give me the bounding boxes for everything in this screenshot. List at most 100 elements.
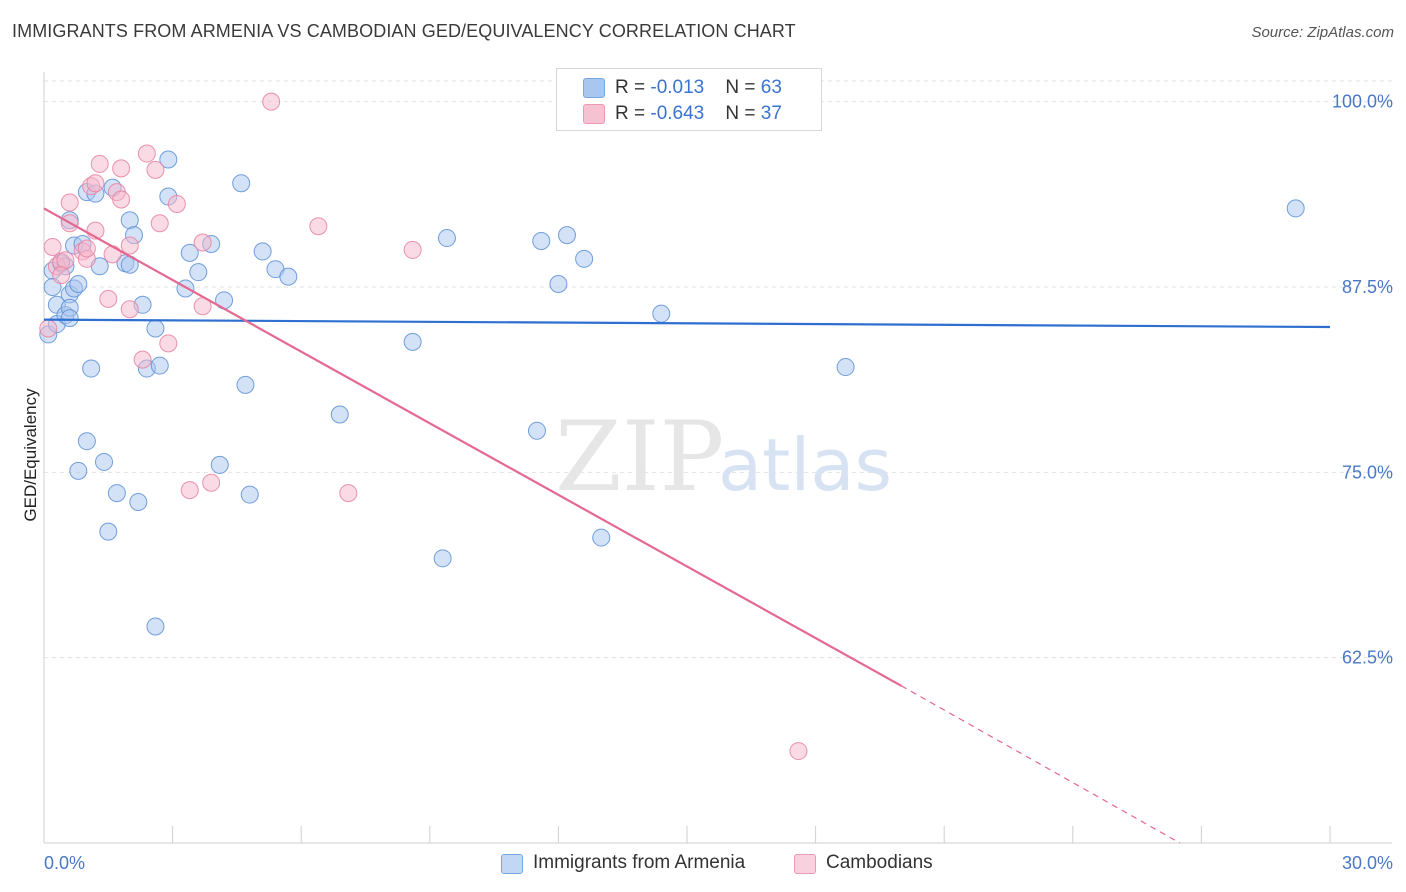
y-tick-label: 75.0%	[1342, 462, 1393, 482]
cambodians-point	[120, 300, 139, 319]
x-tick-labels: 0.0% 30.0%	[44, 853, 1393, 873]
watermark-atlas: atlas	[718, 423, 892, 507]
armenia-point	[77, 432, 96, 451]
cambodians-trend-extension	[901, 685, 1181, 844]
armenia-point	[527, 421, 546, 440]
cambodians-point	[99, 289, 118, 308]
cambodians-point	[133, 350, 152, 369]
armenia-point	[557, 226, 576, 245]
armenia-point	[330, 405, 349, 424]
correlation-legend: R = -0.013 N = 63 R = -0.643 N = 37	[556, 68, 822, 131]
armenia-point	[433, 549, 452, 568]
cambodians-point	[103, 245, 122, 264]
axes	[43, 72, 1392, 844]
x-tick-label: 30.0%	[1342, 853, 1393, 873]
bottom-legend-label-armenia: Immigrants from Armenia	[533, 852, 746, 873]
armenia-point	[403, 332, 422, 351]
cambodians-point	[159, 334, 178, 353]
legend-n-label: N =	[725, 103, 761, 124]
cambodians-point	[167, 194, 186, 213]
legend-r-value: -0.013	[650, 77, 705, 98]
armenia-point	[146, 617, 165, 636]
armenia-point	[150, 356, 169, 375]
gridlines	[44, 80, 1392, 659]
y-tick-label: 100.0%	[1332, 92, 1393, 112]
armenia-point	[240, 485, 259, 504]
armenia-point	[836, 358, 855, 377]
cambodians-point	[180, 481, 199, 500]
legend-n-value: 63	[760, 77, 782, 98]
data-points	[39, 92, 1305, 761]
legend-swatch-cambodians	[583, 104, 605, 124]
armenia-point	[575, 249, 594, 268]
cambodians-point	[137, 144, 156, 163]
armenia-trend-line	[43, 318, 1331, 329]
armenia-point	[107, 484, 126, 503]
cambodians-point	[43, 237, 62, 256]
armenia-point	[82, 359, 101, 378]
cambodians-point	[146, 160, 165, 179]
cambodians-point	[112, 159, 131, 178]
cambodians-point	[193, 233, 212, 252]
bottom-legend-swatch-armenia	[501, 854, 523, 874]
trend-lines	[43, 207, 1331, 844]
armenia-point	[592, 528, 611, 547]
cambodians-point	[262, 92, 281, 111]
x-tick-label: 0.0%	[44, 853, 85, 873]
bottom-legend-label-cambodians: Cambodians	[826, 852, 933, 873]
cambodians-point	[202, 473, 221, 492]
armenia-point	[146, 319, 165, 338]
legend-swatch-armenia	[583, 78, 605, 98]
armenia-point	[232, 174, 251, 193]
cambodians-point	[60, 193, 79, 212]
cambodians-point	[403, 240, 422, 259]
source-label: Source: ZipAtlas.com	[1251, 24, 1394, 41]
armenia-point	[69, 275, 88, 294]
armenia-point	[189, 263, 208, 282]
armenia-point	[176, 279, 195, 298]
y-tick-label: 87.5%	[1342, 277, 1393, 297]
armenia-point	[532, 232, 551, 251]
legend-r-label: R =	[615, 77, 651, 98]
legend-r-label: R =	[615, 103, 651, 124]
cambodians-point	[86, 174, 105, 193]
legend-n-value: 37	[760, 103, 782, 124]
legend-r-value: -0.643	[650, 103, 705, 124]
armenia-point	[95, 452, 114, 471]
armenia-point	[279, 267, 298, 286]
armenia-point	[549, 275, 568, 294]
armenia-point	[159, 150, 178, 169]
armenia-point	[253, 242, 272, 261]
bottom-legend-swatch-cambodians	[794, 854, 816, 874]
armenia-point	[129, 492, 148, 511]
y-tick-label: 62.5%	[1342, 648, 1393, 668]
y-axis-label: GED/Equivalency	[21, 388, 40, 522]
cambodians-point	[309, 217, 328, 236]
cambodians-point	[120, 236, 139, 255]
cambodians-point	[77, 239, 96, 258]
y-tick-labels: 62.5% 75.0% 87.5% 100.0%	[1332, 92, 1393, 668]
armenia-point	[99, 522, 118, 541]
chart-title: IMMIGRANTS FROM ARMENIA VS CAMBODIAN GED…	[12, 21, 796, 41]
armenia-point	[60, 309, 79, 328]
cambodians-point	[52, 266, 71, 285]
armenia-point	[210, 455, 229, 474]
cambodians-point	[56, 251, 75, 270]
armenia-point	[180, 243, 199, 262]
armenia-point	[120, 211, 139, 230]
cambodians-point	[39, 319, 58, 338]
cambodians-point	[339, 484, 358, 503]
legend-n-label: N =	[725, 77, 761, 98]
armenia-point	[437, 229, 456, 248]
cambodians-point	[112, 190, 131, 209]
armenia-point	[1286, 199, 1305, 218]
cambodians-trend-line	[43, 207, 902, 687]
armenia-point	[236, 375, 255, 394]
armenia-point	[69, 461, 88, 480]
watermark-zip: ZIP	[555, 401, 724, 513]
armenia-point	[652, 304, 671, 323]
cambodians-point	[789, 742, 808, 761]
cambodians-point	[150, 214, 169, 233]
cambodians-point	[90, 154, 109, 173]
